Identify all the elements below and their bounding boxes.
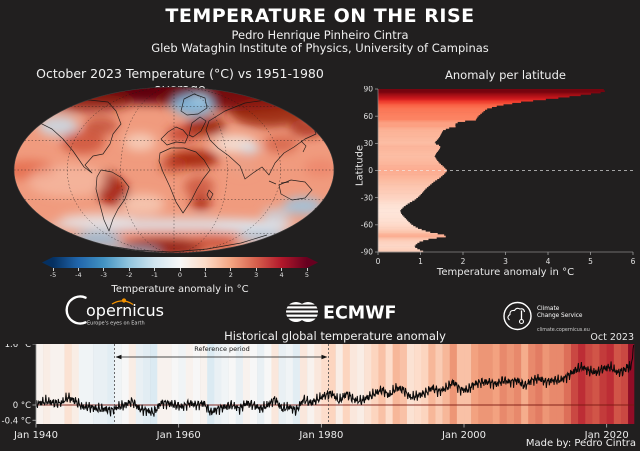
- map-colorbar: [42, 257, 318, 268]
- colorbar-label: Temperature anomaly in °C: [111, 284, 249, 295]
- page-title: TEMPERATURE ON THE RISE: [165, 5, 475, 27]
- svg-text:Jan 2020: Jan 2020: [584, 430, 629, 441]
- ecmwf-logo: ECMWF: [285, 302, 396, 324]
- colorbar-tick: -2: [125, 271, 133, 279]
- svg-text:0 °C: 0 °C: [13, 401, 31, 411]
- copernicus-planet-icon: [121, 298, 127, 303]
- colorbar-tick: -4: [75, 271, 82, 279]
- svg-text:4: 4: [546, 257, 551, 266]
- c3s-mark-icon: [503, 301, 532, 331]
- history-anomaly-chart: Jan 1940 Jan 1960 Jan 1980 Jan 2000 Jan 2020…: [2, 344, 635, 441]
- svg-text:0: 0: [376, 257, 381, 266]
- svg-text:3: 3: [503, 257, 508, 266]
- svg-text:2: 2: [461, 257, 466, 266]
- svg-text:30: 30: [363, 139, 373, 148]
- svg-text:6: 6: [631, 257, 636, 266]
- latitude-chart-title: Anomaly per latitude: [445, 68, 566, 82]
- copernicus-tagline: Europe's eyes on Earth: [87, 321, 145, 327]
- colorbar-tick: 3: [254, 271, 259, 279]
- svg-text:Jan 2000: Jan 2000: [441, 430, 486, 441]
- colorbar-tick: 1: [203, 271, 208, 279]
- svg-text:Jan 1960: Jan 1960: [156, 430, 201, 441]
- colorbar-tick: 5: [304, 271, 310, 279]
- svg-text:90: 90: [363, 86, 373, 94]
- c3s-name-line2: Change Service: [537, 313, 583, 319]
- svg-text:-60: -60: [361, 220, 373, 229]
- copernicus-logo: opernicus Europe's eyes on Earth: [65, 295, 164, 327]
- colorbar-tick: 4: [279, 271, 284, 279]
- svg-text:Jan 1940: Jan 1940: [13, 430, 58, 441]
- history-end-date: Oct 2023: [590, 332, 634, 343]
- svg-text:-90: -90: [361, 248, 373, 257]
- svg-text:Jan 1980: Jan 1980: [298, 430, 343, 441]
- c3s-url: climate.copernicus.eu: [537, 327, 590, 333]
- world-anomaly-map: [13, 86, 335, 254]
- svg-text:60: 60: [363, 112, 373, 121]
- latitude-chart-xlabel: Temperature anomaly in °C: [436, 267, 575, 278]
- svg-text:1.6 °C: 1.6 °C: [5, 344, 31, 350]
- climate-change-service-logo: Climate Change Service climate.copernicu…: [503, 301, 590, 333]
- ecmwf-wordmark: ECMWF: [323, 304, 396, 324]
- colorbar-tick: 2: [228, 271, 233, 279]
- colorbar-tick: -5: [49, 271, 57, 279]
- colorbar-tick-labels: -5 -4 -3 -2 -1 0 1 2 3 4 5: [42, 268, 318, 281]
- svg-text:-0.4 °C: -0.4 °C: [2, 416, 32, 426]
- credit-text: Made by: Pedro Cintra: [525, 438, 636, 449]
- affiliation: Gleb Wataghin Institute of Physics, Univ…: [151, 41, 489, 55]
- colorbar-tick: -3: [100, 271, 108, 279]
- c3s-name-line1: Climate: [537, 306, 560, 312]
- svg-text:0: 0: [368, 166, 373, 175]
- author-name: Pedro Henrique Pinheiro Cintra: [231, 28, 409, 42]
- latitude-anomaly-chart: 0 1 2 3 4 5 6 90 60 30 0 -30 -60 -90: [361, 86, 636, 266]
- colorbar-tick: 0: [177, 271, 183, 279]
- reference-period-label: Reference period: [194, 344, 250, 353]
- copernicus-wordmark: opernicus: [86, 301, 164, 320]
- history-chart-title: Historical global temperature anomaly: [224, 329, 446, 343]
- svg-text:5: 5: [588, 257, 593, 266]
- ecmwf-mark-icon: [285, 302, 319, 322]
- colorbar-tick: -1: [151, 271, 158, 279]
- copernicus-c-icon: [65, 295, 87, 325]
- svg-text:-30: -30: [361, 193, 373, 202]
- svg-text:1: 1: [418, 257, 423, 266]
